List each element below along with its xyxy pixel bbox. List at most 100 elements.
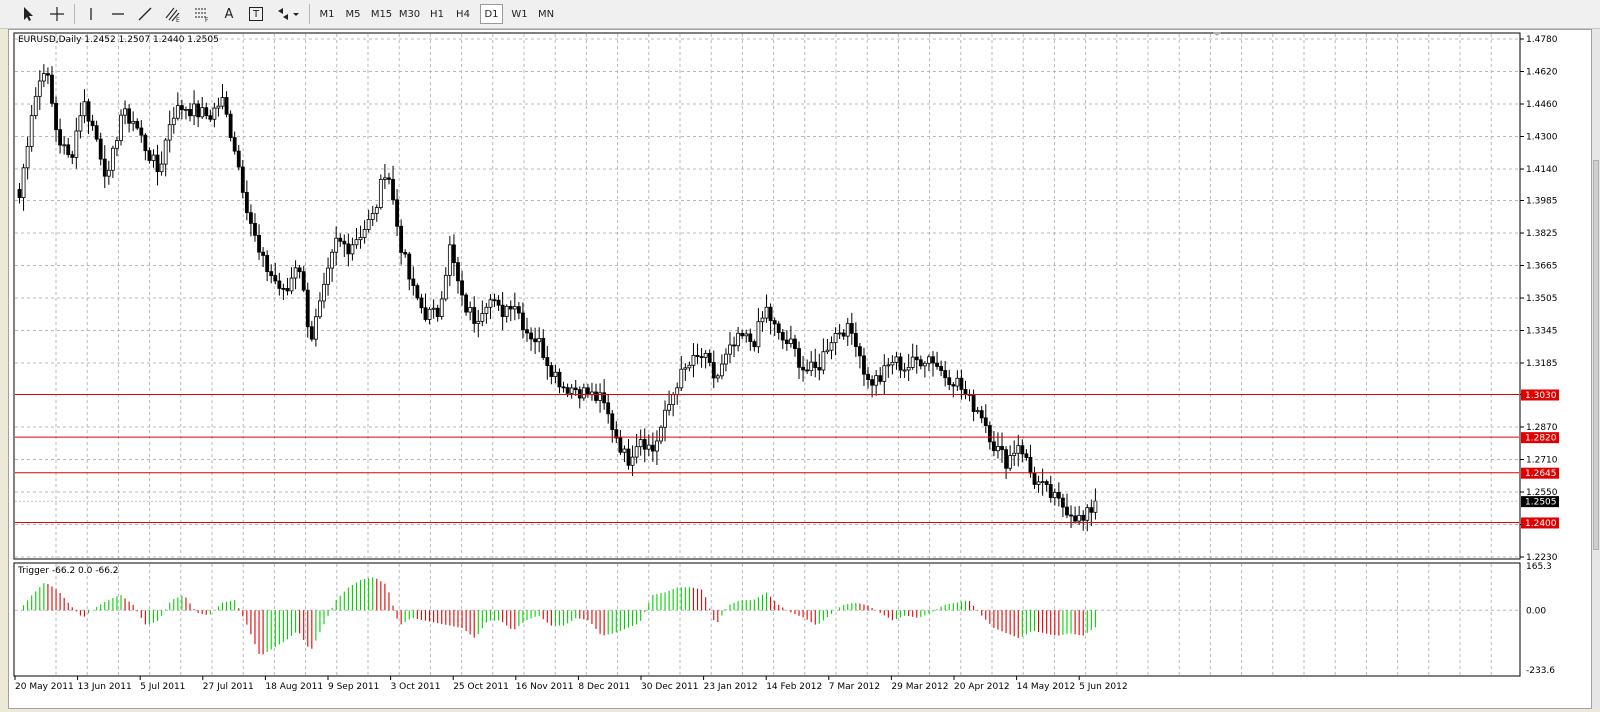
text-icon[interactable]: A (224, 6, 234, 22)
crosshair-icon[interactable] (46, 3, 68, 25)
candle-body (58, 129, 62, 146)
horizontal-line-icon[interactable] (107, 3, 129, 25)
price-axis-label: 1.3505 (1526, 294, 1558, 304)
candle-body (736, 332, 741, 347)
date-axis-label: 13 Jun 2011 (78, 682, 132, 692)
candle-body (330, 251, 335, 269)
candle-body (253, 223, 257, 236)
candle-body (427, 308, 432, 320)
candle-body (699, 356, 704, 358)
candle-body (184, 108, 188, 111)
candle-body (293, 267, 298, 279)
candle-body (131, 121, 136, 124)
candle-body (98, 138, 103, 160)
level-price-label: 1.2400 (1525, 519, 1557, 529)
cursor-icon[interactable] (17, 3, 39, 25)
candle-body (407, 253, 412, 280)
candle-body (464, 294, 469, 313)
candle-body (354, 239, 359, 246)
date-axis-label: 3 Oct 2011 (391, 682, 441, 692)
date-axis-label: 14 May 2012 (1017, 682, 1076, 692)
candle-body (878, 375, 883, 382)
candle-body (1065, 506, 1069, 516)
candle-body (728, 344, 732, 355)
candle-body (115, 140, 119, 149)
candle-body (533, 338, 538, 343)
candle-body (257, 234, 261, 253)
candle-body (987, 425, 992, 443)
candle-body (342, 240, 347, 245)
candle-body (979, 410, 984, 419)
timeframe-d1-button[interactable]: D1 (480, 4, 503, 24)
timeframe-m15-button[interactable]: M15 (370, 8, 393, 20)
text-label-icon[interactable]: T (245, 3, 267, 25)
candle-body (780, 332, 785, 341)
candle-body (346, 243, 351, 255)
candle-body (849, 323, 854, 334)
price-axis-label: 1.3345 (1526, 327, 1558, 337)
timeframe-m1-button[interactable]: M1 (319, 8, 335, 20)
candle-body (236, 150, 241, 168)
timeframe-m30-button[interactable]: M30 (398, 8, 421, 20)
candle-body (41, 73, 46, 82)
candle-body (54, 102, 58, 131)
candle-body (208, 115, 213, 120)
timeframe-mn-button[interactable]: MN (537, 8, 555, 20)
candle-body (244, 192, 249, 214)
candle-body (1089, 507, 1094, 513)
candle-body (192, 103, 196, 117)
timeframe-h1-button[interactable]: H1 (430, 8, 444, 20)
candle-body (1061, 497, 1065, 508)
fibonacci-icon[interactable]: F (191, 3, 213, 25)
indicator-pane (13, 562, 1521, 677)
candle-body (663, 409, 667, 428)
candle-body (760, 317, 765, 323)
candle-body (902, 369, 907, 372)
candle-body (947, 377, 952, 386)
candle-body (297, 267, 302, 273)
price-axis-label: 1.2710 (1526, 455, 1558, 465)
candle-body (1040, 481, 1045, 484)
candle-body (573, 387, 578, 391)
candle-body (1036, 481, 1041, 485)
candle-body (1052, 491, 1057, 499)
current-price-label: 1.2505 (1525, 498, 1557, 508)
candle-body (504, 305, 509, 317)
date-axis-label: 25 Oct 2011 (453, 682, 509, 692)
candle-body (378, 179, 383, 208)
chart-window[interactable]: 1.4780 1.4620 1.4460 1.4300 1.4140 1.3985 1.38… (8, 29, 1592, 709)
price-axis-label: 1.2550 (1526, 488, 1558, 498)
candle-body (622, 448, 627, 453)
candle-body (541, 338, 546, 358)
candle-body (732, 344, 736, 347)
candle-body (216, 105, 221, 109)
timeframe-w1-button[interactable]: W1 (511, 8, 528, 20)
candle-body (711, 362, 716, 379)
candle-body (62, 144, 67, 147)
candle-body (476, 320, 481, 324)
candle-body (671, 394, 676, 406)
candle-body (951, 384, 956, 387)
candle-body (983, 417, 988, 426)
candle-body (94, 125, 99, 140)
candle-body (1000, 446, 1004, 451)
candle-body (1032, 472, 1037, 485)
candle-body (488, 299, 493, 308)
timeframe-h4-button[interactable]: H4 (456, 8, 470, 20)
price-axis-label: 1.3985 (1526, 196, 1558, 206)
trendline-icon[interactable] (134, 3, 156, 25)
candle-body (273, 275, 278, 282)
candle-body (391, 178, 395, 201)
scrollbar-thumb[interactable] (1593, 160, 1599, 550)
date-axis-label: 9 Sep 2011 (328, 682, 379, 692)
vertical-line-icon[interactable] (80, 3, 102, 25)
candle-body (366, 219, 371, 230)
candle-body (423, 307, 428, 320)
candle-body (70, 154, 75, 158)
timeframe-m5-button[interactable]: M5 (345, 8, 361, 20)
candle-body (196, 103, 201, 118)
chart-canvas[interactable]: 1.4780 1.4620 1.4460 1.4300 1.4140 1.3985 1.38… (9, 30, 1591, 708)
candle-body (906, 367, 911, 371)
arrows-icon[interactable] (274, 3, 302, 25)
channel-icon[interactable]: E (162, 3, 184, 25)
